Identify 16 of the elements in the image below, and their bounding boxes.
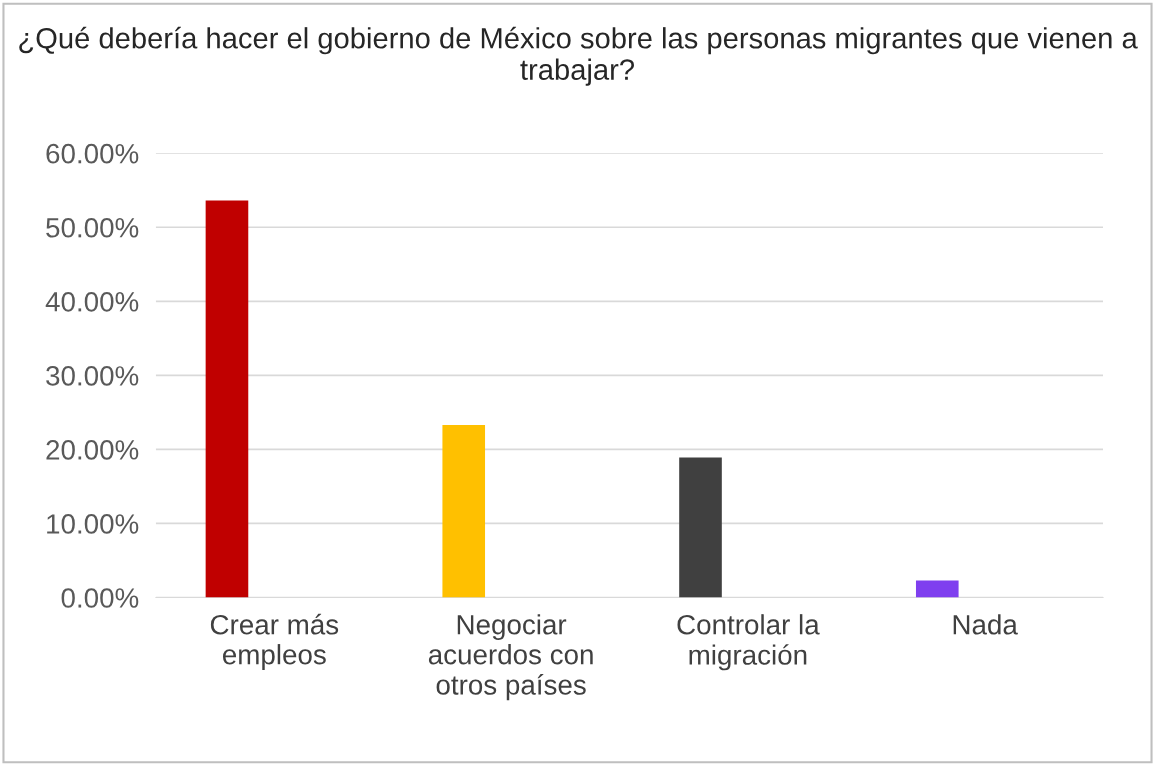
x-tick-label: Nada (953, 614, 1018, 635)
x-tick-label: Negociar acuerdos con otros países (428, 614, 593, 701)
y-tick-label: 10.00% (47, 514, 139, 534)
y-tick-label: 40.00% (45, 291, 139, 312)
y-tick-label: 30.00% (46, 366, 139, 386)
y-tick-label: 20.00% (46, 440, 139, 460)
x-tick-label: Controlar la migración (677, 614, 820, 671)
chart-title: ¿Qué debería hacer el gobierno de México sobre las personas migrantes que vienen a trabajar? (19, 26, 1138, 86)
bar (915, 580, 959, 598)
bar (442, 424, 486, 598)
x-tick-label: Crear más empleos (210, 613, 339, 670)
y-tick-label: 60.00% (46, 143, 139, 164)
bar (205, 200, 249, 598)
y-tick-label: 50.00% (46, 217, 139, 238)
y-tick-label: 0.00% (61, 588, 139, 608)
bar (679, 457, 722, 598)
